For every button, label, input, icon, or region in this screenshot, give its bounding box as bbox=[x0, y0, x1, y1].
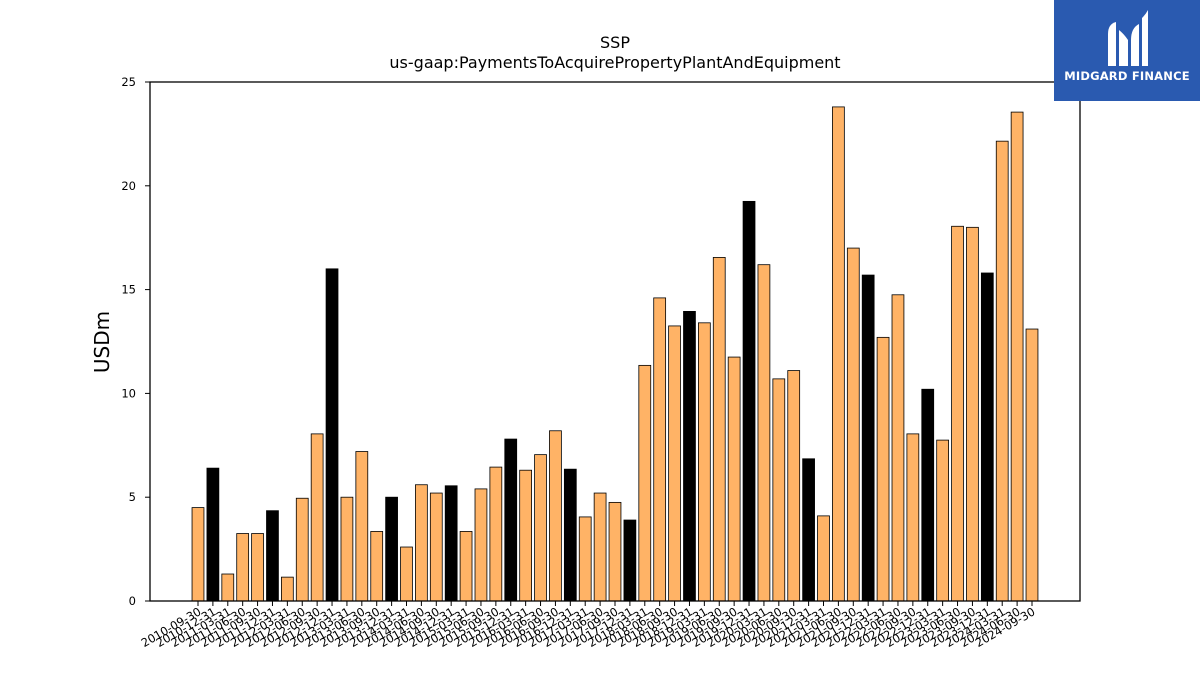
y-tick-label: 0 bbox=[129, 594, 136, 608]
midgard-logo-icon bbox=[1108, 10, 1148, 66]
bar-2014-09-30 bbox=[429, 492, 443, 602]
bar-2023-09-30 bbox=[966, 226, 979, 602]
bar-2015-03-31 bbox=[459, 531, 473, 602]
bar-2023-12-31 bbox=[980, 272, 994, 602]
y-axis-ticks: 0 5 10 15 20 25 bbox=[121, 75, 150, 608]
brand-name: MIDGARD FINANCE bbox=[1064, 69, 1190, 83]
bar-2017-03-31 bbox=[578, 516, 592, 602]
bar-2015-09-30 bbox=[489, 466, 503, 602]
bar-2018-12-31 bbox=[683, 310, 696, 602]
bar-2017-09-30 bbox=[608, 501, 622, 602]
bar-2012-09-30 bbox=[310, 433, 324, 602]
bar-2014-12-31 bbox=[444, 485, 458, 602]
bar-2014-06-30 bbox=[415, 484, 428, 602]
bar-2013-09-30 bbox=[370, 531, 384, 602]
bar-2024-03-31 bbox=[995, 140, 1009, 602]
y-tick-label: 10 bbox=[121, 386, 136, 400]
bar-2021-06-30 bbox=[832, 106, 845, 602]
bar-2015-12-31 bbox=[504, 438, 518, 602]
bar-2017-12-31 bbox=[623, 519, 637, 602]
bar-2021-09-30 bbox=[846, 247, 860, 602]
bar-2011-03-31 bbox=[221, 573, 235, 602]
bar-2024-09-30 bbox=[1025, 328, 1039, 602]
bar-2019-09-30 bbox=[727, 356, 741, 602]
bar-2022-12-31 bbox=[921, 388, 935, 602]
bar-2022-09-30 bbox=[906, 433, 920, 602]
x-axis-ticks: 2010-09-302010-12-312011-03-312011-06-30… bbox=[139, 601, 1038, 650]
bar-2015-06-30 bbox=[474, 488, 488, 602]
bar-2013-06-30 bbox=[355, 451, 369, 602]
bar-2012-12-31 bbox=[325, 268, 339, 602]
bar-2011-06-30 bbox=[236, 533, 250, 602]
bar-2021-12-31 bbox=[861, 274, 875, 602]
y-tick-label: 20 bbox=[121, 179, 136, 193]
bar-2016-03-31 bbox=[519, 469, 533, 602]
bar-2011-12-31 bbox=[266, 510, 279, 602]
bar-2023-06-30 bbox=[951, 225, 964, 602]
bar-2014-03-31 bbox=[400, 546, 413, 602]
bar-2013-12-31 bbox=[385, 496, 398, 602]
y-tick-label: 5 bbox=[129, 490, 136, 504]
bar-2022-06-30 bbox=[891, 294, 905, 602]
bar-2013-03-31 bbox=[340, 496, 354, 602]
bar-2012-06-30 bbox=[295, 497, 309, 602]
bar-2019-03-31 bbox=[698, 322, 711, 602]
y-tick-label: 15 bbox=[121, 283, 136, 297]
bars-group bbox=[191, 106, 1039, 602]
bar-2022-03-31 bbox=[876, 336, 890, 602]
bar-2020-03-31 bbox=[757, 264, 771, 602]
plot-frame bbox=[149, 81, 1081, 602]
bar-2010-12-31 bbox=[206, 467, 220, 602]
y-tick-label: 25 bbox=[121, 75, 136, 89]
chart-title: SSP bbox=[600, 33, 630, 52]
bar-2010-09-30 bbox=[191, 507, 205, 602]
bar-2016-09-30 bbox=[549, 430, 562, 602]
bar-2018-09-30 bbox=[668, 325, 681, 602]
bar-2021-03-31 bbox=[817, 515, 830, 602]
bar-2020-09-30 bbox=[787, 370, 801, 602]
bar-2016-12-31 bbox=[563, 468, 577, 602]
bar-2019-06-30 bbox=[712, 257, 726, 602]
bar-2024-06-30 bbox=[1010, 111, 1024, 602]
bar-2019-12-31 bbox=[742, 200, 756, 602]
bar-2018-03-31 bbox=[638, 364, 652, 602]
bar-2017-06-30 bbox=[593, 492, 607, 602]
bar-2020-06-30 bbox=[772, 378, 786, 602]
bar-2016-06-30 bbox=[534, 454, 547, 602]
bar-2011-09-30 bbox=[251, 533, 264, 602]
brand-logo: MIDGARD FINANCE bbox=[1054, 0, 1200, 101]
y-axis-label: USDm bbox=[90, 311, 114, 373]
chart-subtitle: us-gaap:PaymentsToAcquirePropertyPlantAn… bbox=[389, 53, 840, 72]
bar-2018-06-30 bbox=[653, 297, 667, 602]
bar-2023-03-31 bbox=[936, 439, 950, 602]
bar-2012-03-31 bbox=[280, 576, 294, 602]
bar-2020-12-31 bbox=[802, 458, 815, 602]
